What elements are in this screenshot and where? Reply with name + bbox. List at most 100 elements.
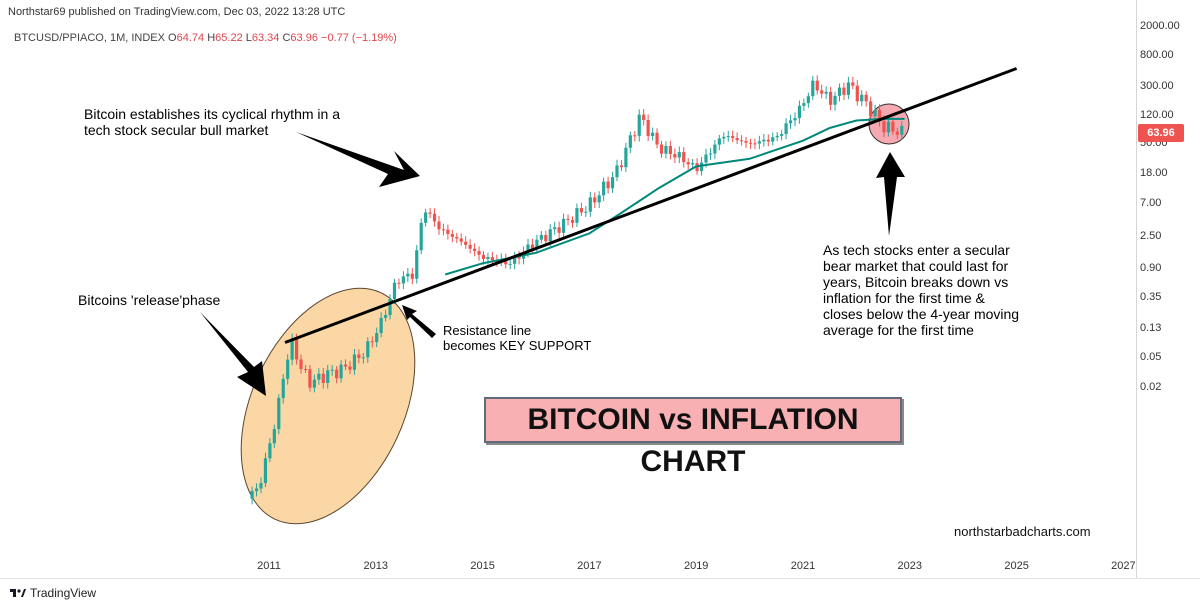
- time-tick-label: 2023: [898, 560, 922, 572]
- candle-body: [321, 373, 325, 383]
- candle-body: [272, 429, 276, 444]
- candle-body: [593, 197, 597, 203]
- candle-body: [513, 255, 517, 264]
- candle-body: [339, 364, 343, 379]
- candles-group: [250, 75, 904, 505]
- candle-body: [744, 141, 748, 143]
- candle-body: [366, 341, 370, 358]
- candle-body: [637, 114, 641, 136]
- close-label: C: [282, 32, 291, 44]
- change-value: −0.77 (−1.19%): [321, 32, 397, 44]
- time-axis-ticks: 2011 2013 2015 2017 2019 2021 2023 2025 2027: [257, 560, 1135, 572]
- candle-body: [383, 315, 388, 318]
- candle-body: [802, 103, 806, 106]
- candle-body: [664, 146, 668, 154]
- candle-body: [481, 254, 486, 260]
- annotation-line: tech stock secular bull market: [84, 122, 269, 138]
- candle-body: [557, 227, 561, 233]
- annotation-bull-market: Bitcoin establishes its cyclical rhythm …: [84, 106, 340, 138]
- price-tick-label: 0.13: [1140, 322, 1161, 334]
- annotation-resistance: Resistance line becomes KEY SUPPORT: [443, 323, 591, 353]
- price-tick-label: 0.05: [1140, 351, 1161, 363]
- symbol-info: BTCUSD/PPIACO, 1M, INDEX O64.74 H65.22 L…: [14, 32, 397, 44]
- last-price-badge: 63.96: [1138, 124, 1184, 142]
- candle-body: [539, 234, 543, 240]
- candle-body: [699, 162, 704, 172]
- annotation-line: years, Bitcoin breaks down vs: [823, 274, 1009, 290]
- candle-body: [566, 218, 570, 220]
- candle-body: [308, 369, 312, 388]
- candle-body: [379, 317, 383, 334]
- candle-body: [450, 233, 454, 237]
- candle-body: [317, 373, 321, 380]
- time-tick-label: 2017: [577, 560, 601, 572]
- candle-body: [717, 138, 721, 145]
- candle-body: [673, 154, 677, 158]
- annotation-line: Bitcoin establishes its cyclical rhythm …: [84, 106, 340, 122]
- candle-body: [815, 80, 819, 91]
- price-tick-label: 7.00: [1140, 197, 1161, 209]
- candle-body: [619, 165, 624, 168]
- annotation-line: closes below the 4-year moving: [823, 306, 1020, 322]
- candle-body: [851, 82, 855, 86]
- release-phase-ellipse: [240, 287, 416, 525]
- arrow-release-phase: [200, 312, 266, 396]
- arrow-resistance: [402, 305, 436, 338]
- time-tick-label: 2021: [791, 560, 815, 572]
- price-tick-label: 0.02: [1140, 381, 1161, 393]
- candle-body: [775, 135, 779, 138]
- candle-body: [686, 162, 690, 165]
- candle-body: [757, 141, 761, 144]
- candle-body: [828, 91, 833, 105]
- chart-title-banner: BITCOIN vs INFLATION CHART: [484, 397, 902, 478]
- candle-body: [348, 366, 352, 370]
- price-axis[interactable]: [1136, 0, 1200, 578]
- candle-body: [646, 119, 650, 136]
- candle-body: [401, 276, 405, 284]
- publisher-line: Northstar69 published on TradingView.com…: [8, 6, 346, 18]
- candle-body: [602, 181, 606, 196]
- lines-group: [284, 67, 1018, 344]
- candle-body: [584, 211, 588, 213]
- candle-body: [428, 212, 432, 214]
- candle-body: [877, 109, 882, 122]
- watermark: northstarbadcharts.com: [954, 524, 1091, 539]
- candle-body: [406, 273, 410, 277]
- candle-body: [846, 82, 850, 95]
- candle-body: [633, 135, 637, 137]
- candle-body: [793, 118, 797, 121]
- candle-body: [553, 227, 557, 230]
- candle-body: [388, 299, 392, 316]
- footer-brand[interactable]: TradingView: [10, 584, 96, 602]
- candle-body: [780, 133, 784, 136]
- price-tick-label: 800.00: [1140, 49, 1174, 61]
- candle-body: [254, 488, 259, 492]
- arrow-bull-market: [296, 132, 420, 187]
- candle-body: [281, 378, 285, 399]
- candle-body: [806, 96, 810, 104]
- time-axis: [0, 578, 1200, 579]
- candle-body: [735, 137, 739, 141]
- candle-body: [860, 94, 864, 102]
- price-tick-label: 2000.00: [1140, 20, 1180, 32]
- arrow-breakdown: [876, 152, 905, 236]
- candle-body: [441, 229, 446, 231]
- candle-body: [820, 90, 824, 94]
- open-value: 64.74: [176, 32, 205, 44]
- moving-average-line: [444, 117, 905, 276]
- candle-body: [561, 218, 566, 233]
- high-value: 65.22: [215, 32, 243, 44]
- candle-body: [624, 147, 628, 168]
- candle-body: [731, 136, 735, 138]
- candle-body: [410, 273, 414, 279]
- candle-body: [739, 140, 744, 142]
- annotation-line: inflation for the first time &: [823, 290, 985, 306]
- candle-body: [659, 144, 664, 154]
- candle-body: [290, 339, 294, 360]
- open-label: O: [168, 32, 177, 44]
- candle-body: [766, 139, 770, 142]
- candle-body: [873, 109, 877, 117]
- candle-body: [504, 258, 508, 265]
- candle-body: [895, 131, 899, 135]
